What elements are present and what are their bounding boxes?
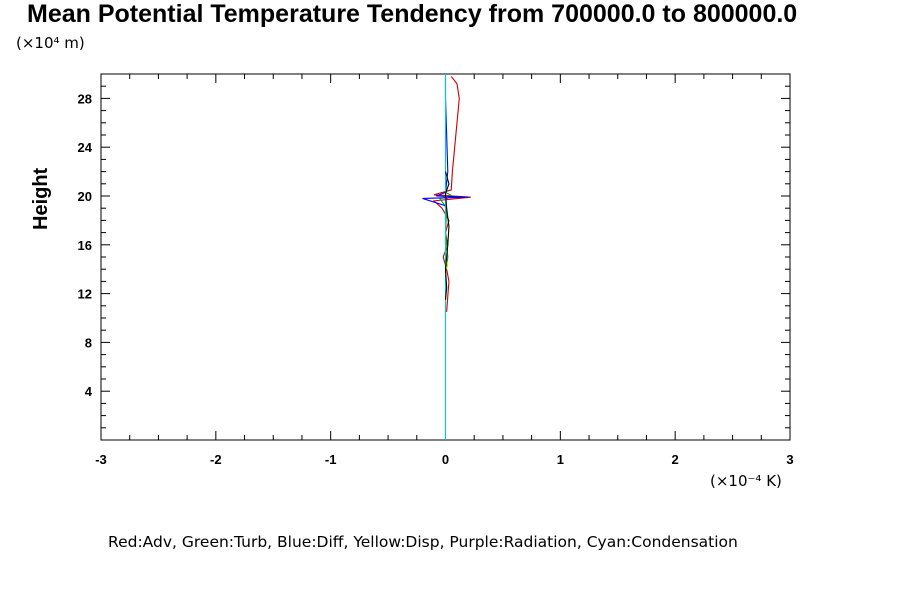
y-tick-label: 20 [78, 189, 92, 204]
x-tick-label: -2 [210, 452, 222, 467]
series-line-adv [432, 76, 471, 312]
x-tick-label: -3 [95, 452, 107, 467]
y-tick-label: 8 [85, 335, 92, 350]
chart-title: Mean Potential Temperature Tendency from… [27, 0, 798, 28]
x-tick-label: 1 [557, 452, 564, 467]
y-tick-label: 16 [78, 238, 92, 253]
series-line-diff [422, 76, 469, 221]
series-line-black [444, 171, 450, 300]
y-tick-label: 28 [78, 91, 92, 106]
x-tick-label: 3 [786, 452, 793, 467]
x-axis-unit: (×10⁻⁴ K) [710, 472, 782, 490]
x-tick-label: -1 [325, 452, 337, 467]
y-tick-label: 12 [78, 287, 92, 302]
y-axis-unit: (×10⁴ m) [16, 34, 85, 52]
x-tick-label: 2 [672, 452, 679, 467]
x-tick-label: 0 [442, 452, 449, 467]
y-tick-label: 4 [85, 384, 93, 399]
y-tick-label: 24 [78, 140, 93, 155]
legend: Red:Adv, Green:Turb, Blue:Diff, Yellow:D… [108, 533, 738, 551]
